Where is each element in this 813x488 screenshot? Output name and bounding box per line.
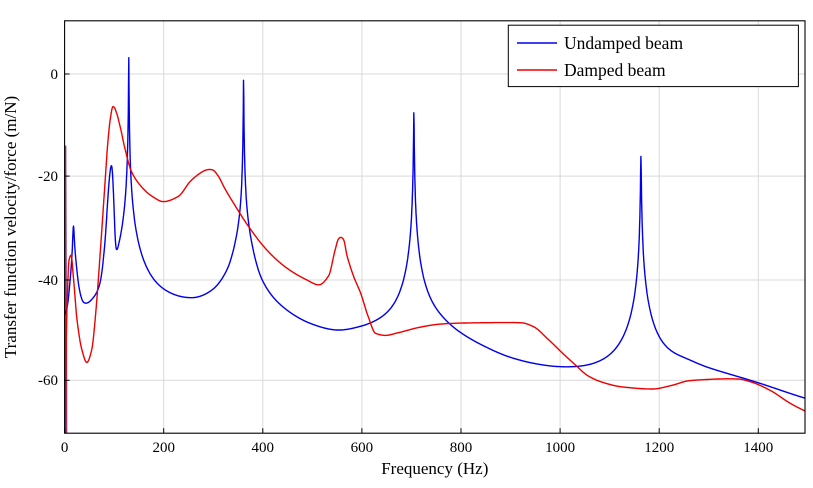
svg-text:Undamped beam: Undamped beam [564,33,683,53]
svg-text:1400: 1400 [743,440,773,456]
svg-text:600: 600 [351,440,374,456]
svg-text:400: 400 [252,440,275,456]
svg-text:-40: -40 [38,273,58,289]
svg-text:200: 200 [152,440,175,456]
svg-text:1200: 1200 [644,440,674,456]
svg-text:0: 0 [61,440,69,456]
svg-text:-60: -60 [38,373,58,389]
svg-text:Frequency (Hz): Frequency (Hz) [381,459,488,478]
svg-text:1000: 1000 [545,440,575,456]
svg-text:Damped beam: Damped beam [564,60,666,80]
svg-text:-20: -20 [38,169,58,185]
svg-text:0: 0 [51,67,59,83]
svg-text:Transfer function velocity/for: Transfer function velocity/force (m/N) [1,96,20,358]
svg-text:800: 800 [450,440,473,456]
